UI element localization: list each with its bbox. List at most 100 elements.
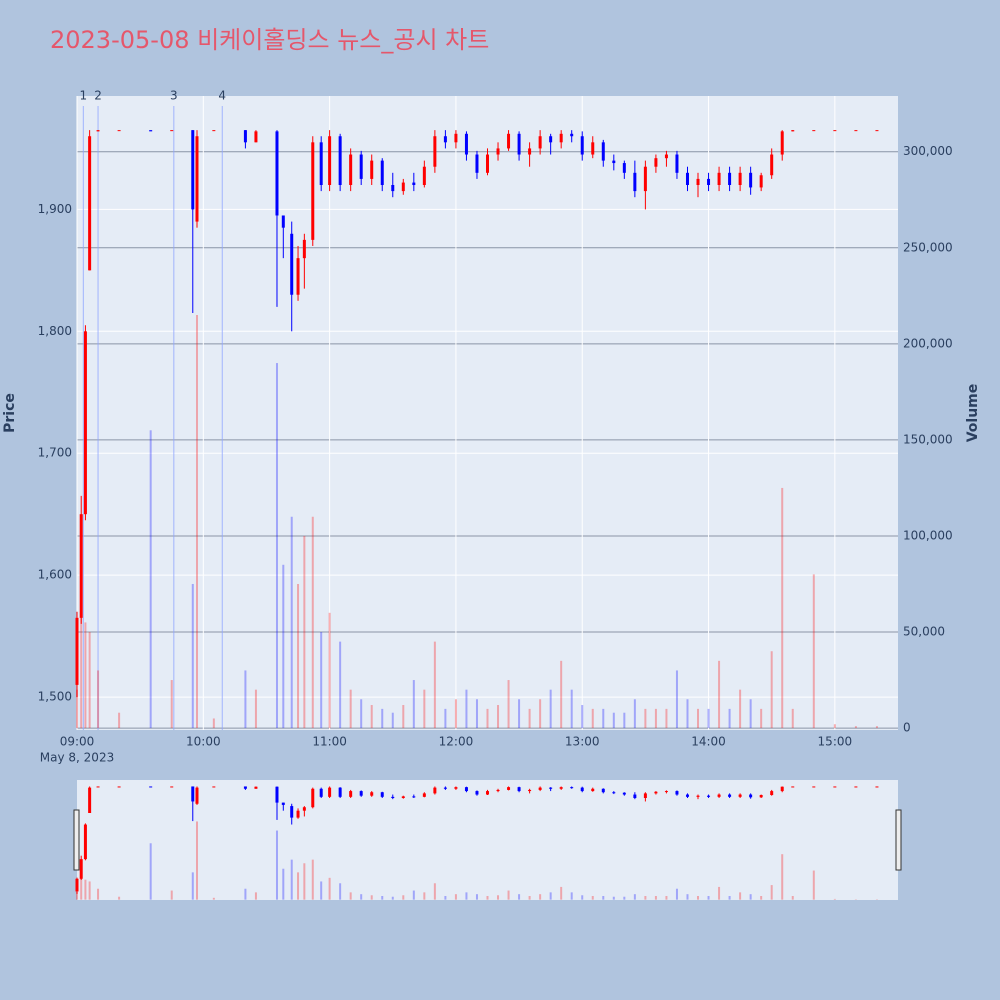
slider-candle-body — [654, 791, 658, 794]
slider-volume-bar — [770, 885, 773, 900]
candle-body — [570, 133, 574, 137]
volume-bar — [644, 708, 647, 729]
volume-bar — [381, 708, 384, 729]
slider-candle-body — [433, 787, 437, 794]
x-tick-label: 15:00 — [818, 735, 853, 749]
candle-body — [591, 142, 595, 155]
candle-body — [812, 130, 816, 132]
volume-bar — [118, 712, 121, 729]
volume-bar — [360, 699, 363, 729]
slider-volume-bar — [528, 896, 531, 900]
slider-volume-bar — [360, 894, 363, 900]
candle-body — [328, 136, 332, 186]
slider-candle-body — [738, 794, 742, 797]
x-tick-label: 14:00 — [691, 735, 726, 749]
slider-volume-bar — [149, 843, 152, 900]
candle-body — [75, 617, 79, 685]
x-tick-label: 09:00 — [60, 735, 95, 749]
slider-candle-body — [170, 786, 174, 788]
slider-volume-bar — [349, 892, 352, 900]
slider-volume-bar — [84, 879, 87, 900]
slider-volume-bar — [833, 898, 836, 900]
slider-candle-body — [812, 786, 816, 788]
candle-body — [212, 130, 216, 132]
slider-volume-bar — [749, 894, 752, 900]
volume-bar — [518, 699, 521, 729]
slider-volume-bar — [612, 896, 615, 900]
slider-volume-bar — [339, 883, 342, 900]
chart-title: 2023-05-08 비케이홀딩스 뉴스_공시 차트 — [50, 26, 489, 54]
volume-bar — [303, 535, 306, 729]
slider-candle-body — [338, 787, 342, 797]
x-tick-label: 10:00 — [186, 735, 221, 749]
volume-bar — [244, 670, 247, 729]
volume-bar — [80, 612, 83, 729]
slider-volume-bar — [781, 854, 784, 900]
slider-volume-bar — [539, 894, 542, 900]
volume-bar — [370, 705, 373, 729]
news-label: 4 — [218, 89, 226, 103]
volume-bar — [833, 724, 836, 729]
volume-bar — [497, 705, 500, 729]
volume-bar — [328, 612, 331, 729]
slider-volume-bar — [812, 870, 815, 900]
volume-bar — [633, 699, 636, 729]
candle-body — [759, 175, 763, 188]
slider-volume-bar — [518, 894, 521, 900]
candle-body — [83, 331, 87, 515]
slider-candle-body — [486, 791, 489, 795]
volume-bar — [665, 708, 668, 729]
candle-body — [359, 154, 363, 179]
candle-body — [302, 239, 306, 259]
slider-candle-body — [370, 792, 374, 796]
slider-volume-bar — [581, 895, 584, 900]
y2-axis-title: Volume — [965, 384, 981, 443]
volume-bar — [528, 708, 531, 729]
candle-body — [517, 133, 521, 155]
slider-candle-body — [349, 791, 353, 797]
candle-body — [612, 160, 616, 164]
volume-bar — [423, 689, 426, 729]
volume-bar — [297, 583, 300, 729]
slider-candle-body — [464, 787, 468, 792]
slider-candle-body — [538, 787, 542, 790]
slider-volume-bar — [718, 886, 721, 900]
volume-bar — [282, 564, 285, 729]
slider-handle[interactable] — [73, 809, 80, 871]
slider-candle-body — [559, 787, 563, 789]
candle-body — [780, 131, 784, 155]
news-label: 2 — [94, 89, 102, 103]
slider-candle-body — [675, 791, 679, 795]
candle-body — [749, 172, 753, 188]
volume-bar — [875, 726, 878, 729]
slider-volume-bar — [591, 896, 594, 900]
volume-bar — [739, 689, 742, 729]
slider-volume-bar — [433, 883, 436, 900]
volume-bar — [854, 726, 857, 729]
y-tick-label: 1,700 — [38, 446, 72, 460]
volume-bar — [602, 708, 605, 729]
slider-handle[interactable] — [895, 809, 902, 871]
volume-bar — [591, 708, 594, 729]
slider-volume-bar — [654, 896, 657, 900]
slider-volume-bar — [328, 877, 331, 900]
slider-volume-bar — [88, 881, 91, 900]
slider-candle-body — [496, 789, 500, 792]
candle-body — [791, 130, 795, 132]
range-slider[interactable] — [77, 780, 898, 900]
candle-body — [290, 233, 294, 295]
volume-bar — [465, 689, 468, 729]
candle-body — [311, 142, 315, 240]
candle-body — [254, 131, 258, 143]
slider-candle-body — [412, 796, 416, 798]
slider-candle-body — [528, 789, 532, 792]
candle-body — [875, 130, 879, 132]
y-tick-label: 1,500 — [38, 690, 72, 704]
slider-volume-bar — [454, 894, 457, 900]
slider-candle-body — [622, 792, 626, 795]
slider-candle-body — [875, 786, 879, 788]
slider-candle-body — [707, 795, 711, 797]
slider-volume-bar — [282, 868, 285, 900]
candle-body — [728, 172, 732, 186]
volume-bar — [539, 699, 542, 729]
